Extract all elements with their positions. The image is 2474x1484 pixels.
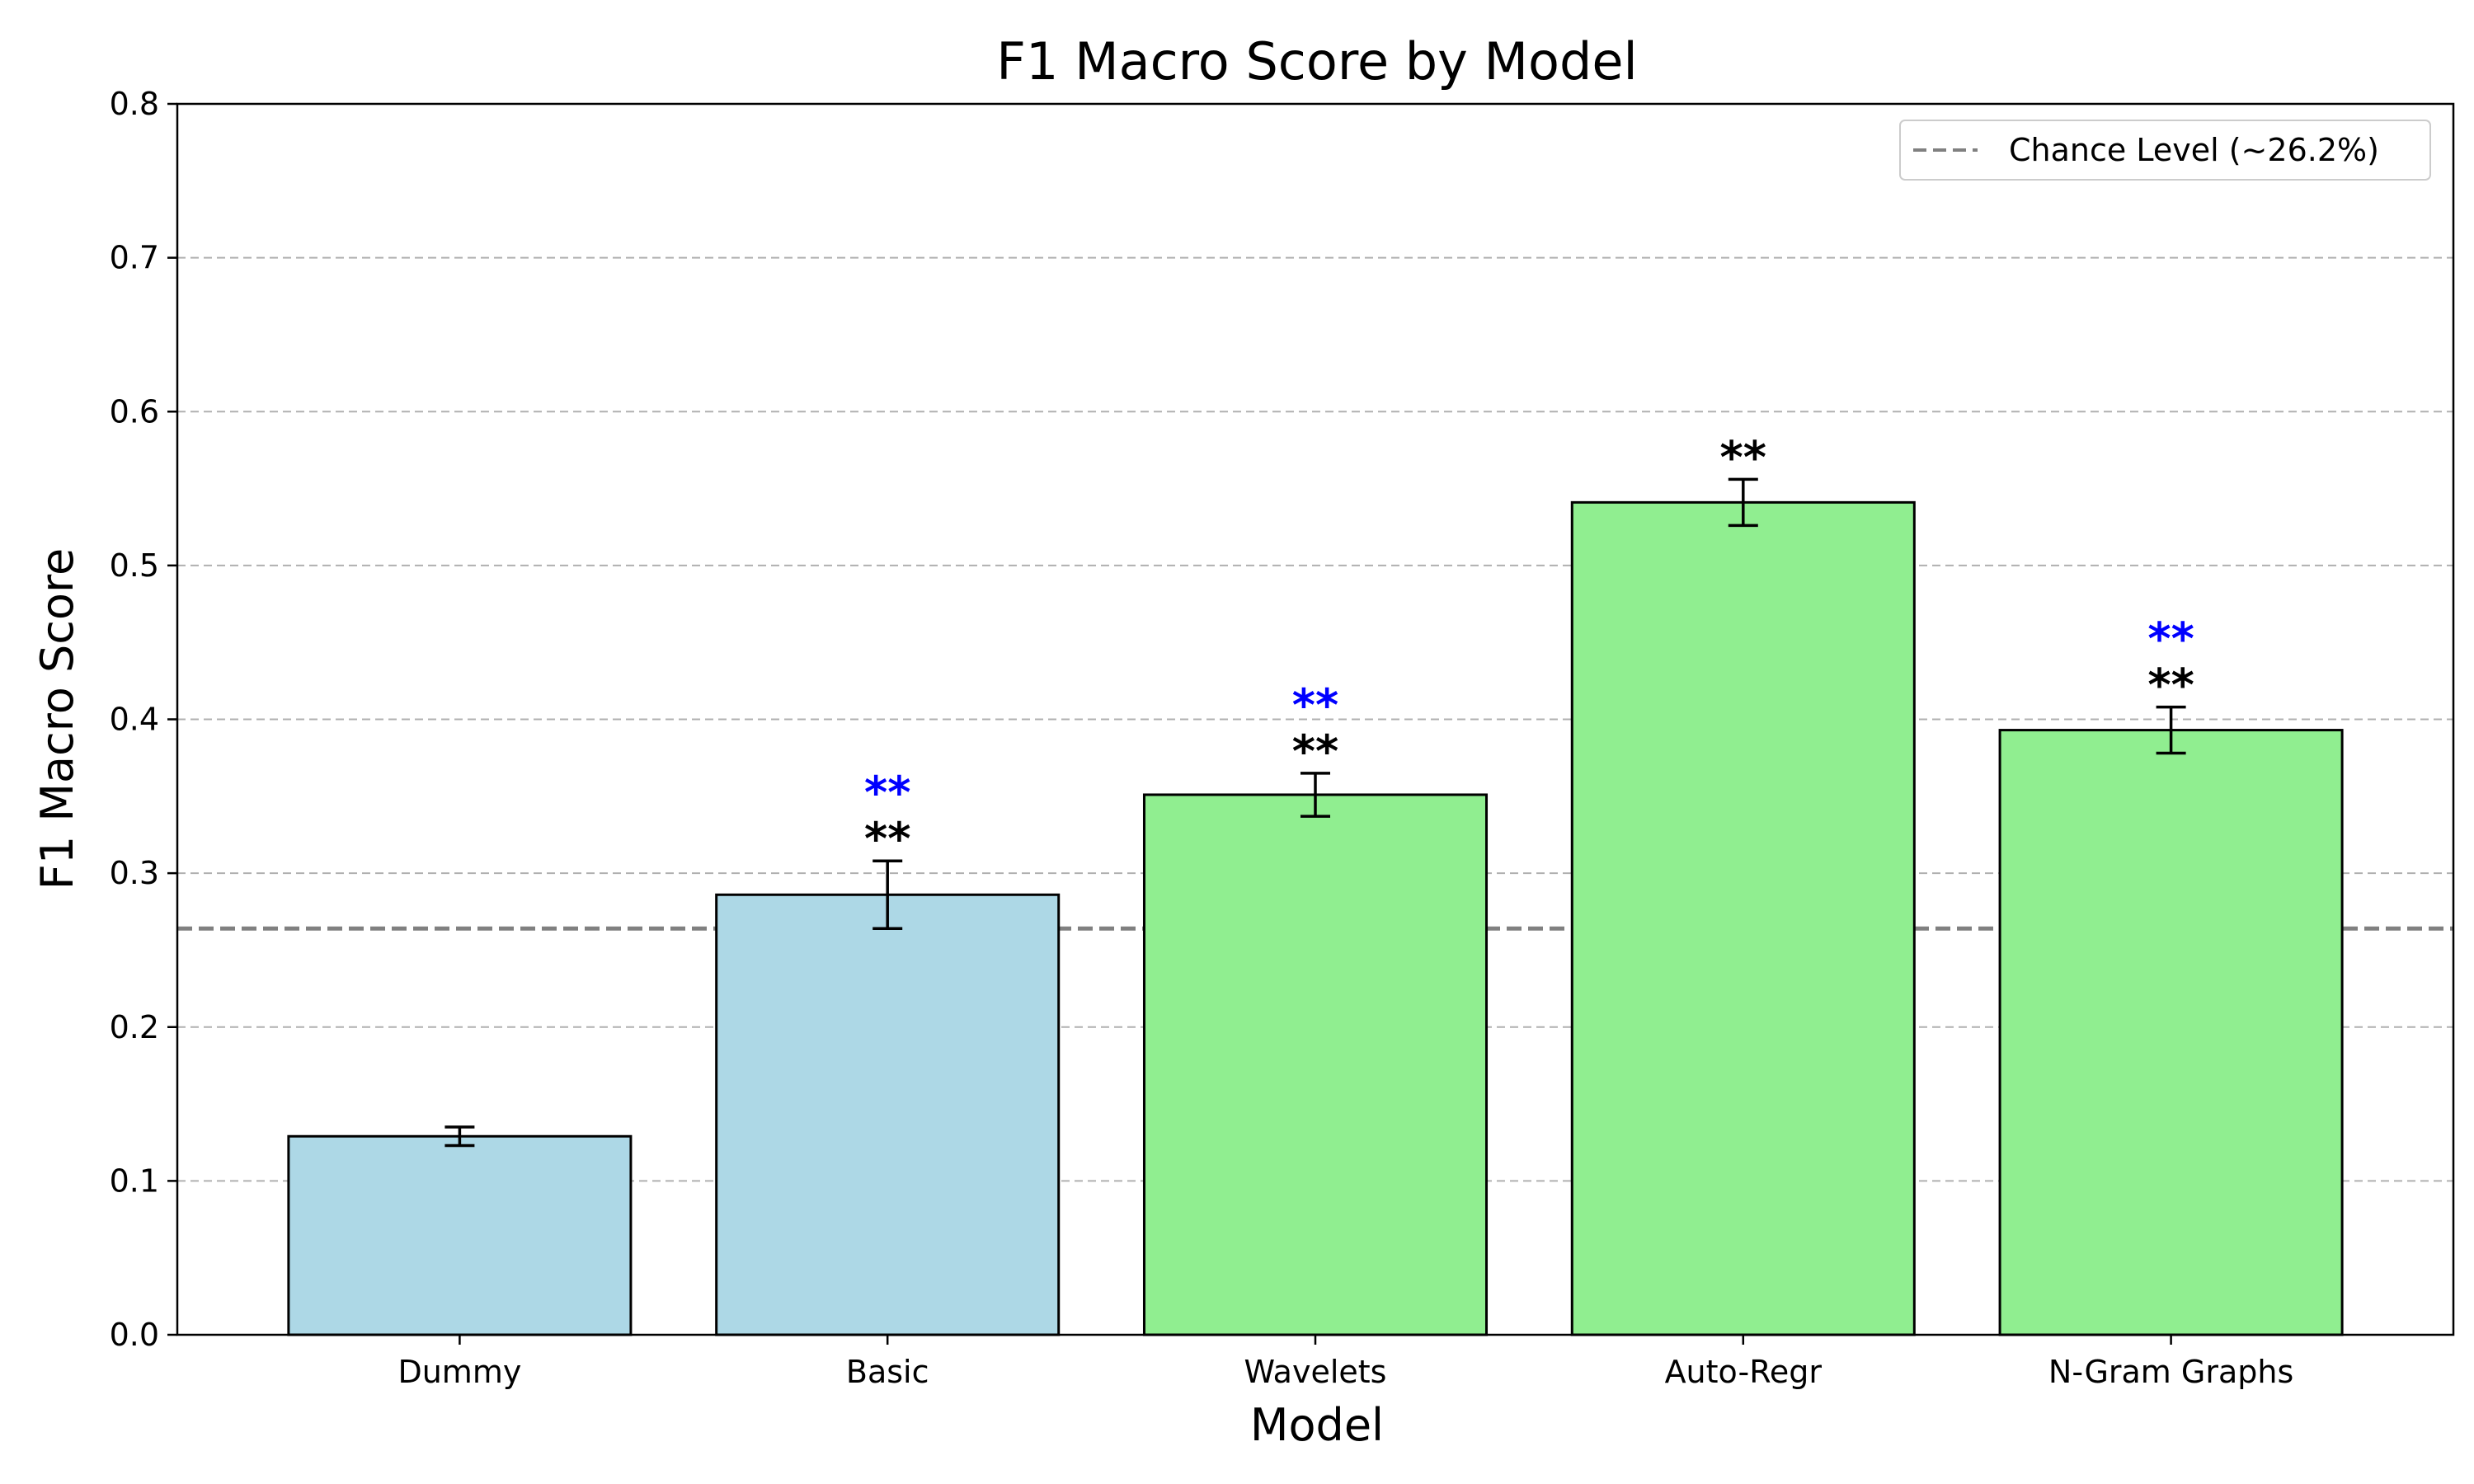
y-tick-label: 0.1 bbox=[110, 1162, 159, 1199]
x-tick-label: N-Gram Graphs bbox=[2048, 1354, 2293, 1390]
bar-auto-regr bbox=[1570, 500, 1916, 1336]
legend-box bbox=[1899, 120, 2431, 181]
x-tick-label: Auto-Regr bbox=[1665, 1354, 1823, 1390]
bar-n-gram-graphs bbox=[1998, 729, 2344, 1336]
bars bbox=[287, 500, 2344, 1336]
x-tick-label: Dummy bbox=[397, 1354, 521, 1390]
significance-marker-blue: ** bbox=[2147, 613, 2194, 665]
chart-title: F1 Macro Score by Model bbox=[996, 31, 1637, 92]
bar-dummy bbox=[287, 1134, 633, 1336]
y-tick-label: 0.6 bbox=[110, 393, 159, 430]
y-tick-label: 0.3 bbox=[110, 855, 159, 891]
y-tick-label: 0.4 bbox=[110, 702, 159, 738]
y-tick-label: 0.7 bbox=[110, 240, 159, 276]
significance-marker-blue: ** bbox=[1292, 679, 1338, 731]
significance-marker-black: ** bbox=[2147, 660, 2194, 711]
x-axis-ticks: Dummy Basic Wavelets Auto-Regr N-Gram Graphs bbox=[397, 1335, 2293, 1390]
x-tick-label: Wavelets bbox=[1244, 1354, 1387, 1390]
bar-basic bbox=[715, 893, 1061, 1336]
significance-marker-blue: ** bbox=[864, 767, 910, 819]
significance-marker-black: ** bbox=[864, 813, 910, 865]
y-tick-label: 0.0 bbox=[110, 1317, 159, 1353]
y-axis-ticks: 0.0 0.1 0.2 0.3 0.4 0.5 0.6 0.7 0.8 bbox=[110, 86, 177, 1353]
y-tick-label: 0.5 bbox=[110, 547, 159, 584]
legend: Chance Level (~26.2%) bbox=[1899, 120, 2431, 181]
x-tick-label: Basic bbox=[846, 1354, 929, 1390]
significance-markers: ************** bbox=[864, 431, 2194, 865]
y-tick-label: 0.8 bbox=[110, 86, 159, 122]
bar-wavelets bbox=[1142, 793, 1489, 1336]
x-axis-label: Model bbox=[1250, 1399, 1384, 1451]
y-tick-label: 0.2 bbox=[110, 1009, 159, 1045]
significance-marker-black: ** bbox=[1720, 431, 1766, 483]
significance-marker-black: ** bbox=[1292, 726, 1338, 777]
legend-label: Chance Level (~26.2%) bbox=[2009, 132, 2379, 168]
error-bars bbox=[444, 477, 2186, 1148]
y-axis-label: F1 Macro Score bbox=[31, 548, 83, 890]
